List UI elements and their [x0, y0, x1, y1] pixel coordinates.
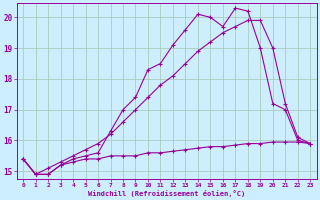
X-axis label: Windchill (Refroidissement éolien,°C): Windchill (Refroidissement éolien,°C) — [88, 190, 245, 197]
